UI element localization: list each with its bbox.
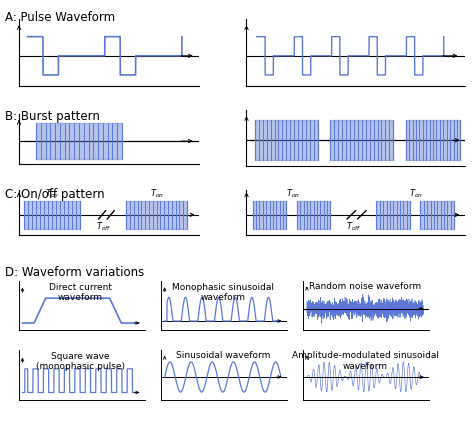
Text: Amplitude-modulated sinusoidal
waveform: Amplitude-modulated sinusoidal waveform [292, 351, 438, 371]
Text: $T_{off}$: $T_{off}$ [96, 221, 111, 233]
Text: $T_{off}$: $T_{off}$ [346, 221, 361, 233]
Text: Sinusoidal waveform: Sinusoidal waveform [175, 351, 270, 360]
Text: Direct current
waveform: Direct current waveform [49, 283, 112, 302]
Text: $T_{on}$: $T_{on}$ [151, 187, 164, 200]
Text: A: Pulse Waveform: A: Pulse Waveform [5, 11, 115, 24]
Text: $T_{on}$: $T_{on}$ [409, 187, 423, 200]
Text: $T_{on}$: $T_{on}$ [45, 187, 59, 200]
Text: D: Waveform variations: D: Waveform variations [5, 266, 144, 279]
Text: $T_{on}$: $T_{on}$ [286, 187, 300, 200]
Text: Monophasic sinusoidal
waveform: Monophasic sinusoidal waveform [172, 283, 274, 302]
Text: Square wave
(monophasic pulse): Square wave (monophasic pulse) [36, 352, 125, 371]
Text: C: On/off pattern: C: On/off pattern [5, 188, 104, 201]
Text: Random noise waveform: Random noise waveform [309, 282, 421, 291]
Text: B: Burst pattern: B: Burst pattern [5, 110, 100, 123]
